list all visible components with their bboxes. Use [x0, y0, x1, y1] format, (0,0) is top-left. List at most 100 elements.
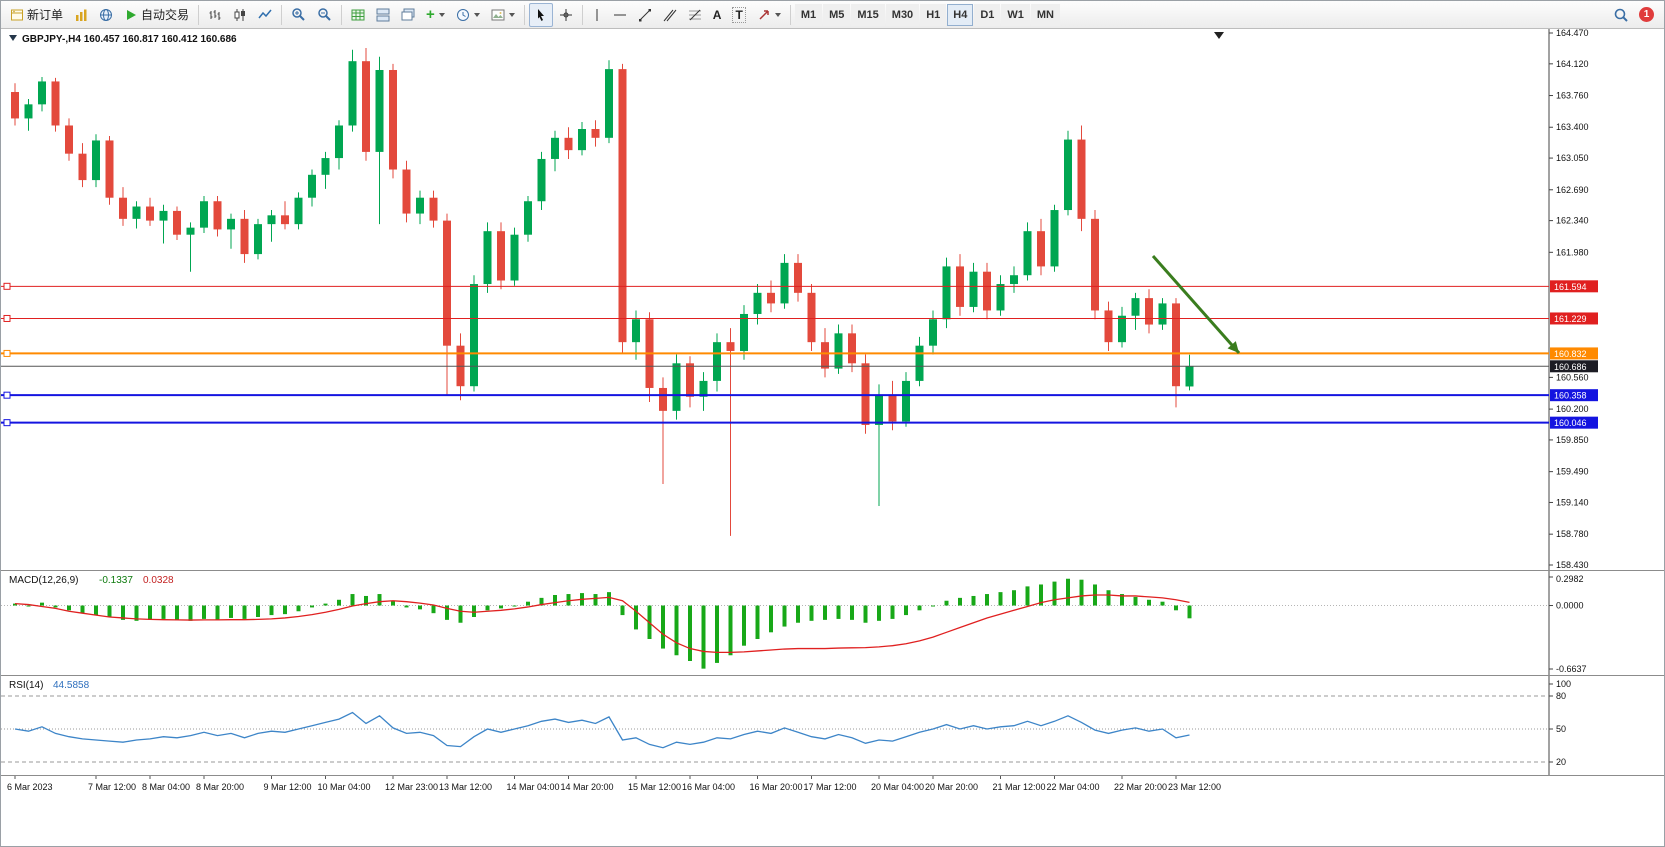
- chart-menu-icon[interactable]: [9, 35, 17, 41]
- bar-chart-type-button[interactable]: [203, 3, 227, 27]
- line-handle[interactable]: [3, 419, 11, 427]
- chart-title: GBPJPY-,H4 160.457 160.817 160.412 160.6…: [22, 34, 237, 45]
- arrows-tool-button[interactable]: [752, 3, 786, 27]
- period-button[interactable]: [451, 3, 485, 27]
- macd-histogram-bar: [917, 605, 922, 611]
- line-handle[interactable]: [3, 391, 11, 399]
- macd-histogram-bar: [890, 605, 895, 619]
- macd-histogram-bar: [850, 605, 854, 620]
- horizontal-line-tool-button[interactable]: [608, 3, 632, 27]
- line-handle[interactable]: [3, 349, 11, 357]
- toolbar-separator: [198, 4, 200, 25]
- candle-body: [1077, 139, 1086, 219]
- search-button[interactable]: [1608, 3, 1634, 27]
- candlestick-type-button[interactable]: [228, 3, 252, 27]
- line-handle[interactable]: [3, 314, 11, 322]
- fibonacci-icon: [688, 9, 701, 20]
- arrow-annotation[interactable]: [1151, 255, 1241, 354]
- timeframe-mn-button[interactable]: MN: [1030, 3, 1060, 26]
- macd-histogram-bar: [1133, 596, 1138, 606]
- trendline-tool-button[interactable]: [633, 3, 657, 27]
- candle-body: [875, 395, 883, 425]
- template-image-icon: [491, 9, 505, 20]
- candle-body: [1172, 303, 1180, 387]
- price-tick-label: 161.980: [1556, 247, 1589, 257]
- line-chart-type-button[interactable]: [253, 3, 277, 27]
- timeframe-m1-button[interactable]: M1: [794, 3, 823, 26]
- candle-body: [780, 262, 789, 304]
- cursor-button[interactable]: [528, 2, 553, 27]
- macd-canvas[interactable]: 0.2982 0.0000 -0.6637 MACD(12,26,9) -0.1337 0…: [1, 571, 1665, 675]
- candle-body: [416, 197, 424, 214]
- time-label: 22 Mar 04:00: [1047, 782, 1100, 792]
- new-order-button[interactable]: 新订单: [5, 3, 68, 27]
- chevron-down-icon: [473, 12, 480, 17]
- charts-button[interactable]: [69, 3, 93, 27]
- label-tool-button[interactable]: T: [727, 3, 750, 27]
- vertical-line-tool-button[interactable]: [587, 3, 607, 27]
- line-handle[interactable]: [3, 282, 11, 290]
- community-button[interactable]: [94, 3, 118, 27]
- timeframe-h4-button[interactable]: H4: [947, 3, 974, 26]
- time-axis-panel: 6 Mar 2023 7 Mar 12:00 8 Mar 04:00 8 Mar 20…: [1, 775, 1665, 847]
- macd-histogram-bar: [499, 605, 503, 609]
- candle-body: [308, 174, 316, 198]
- macd-histogram-bar: [985, 594, 989, 606]
- candle-body: [65, 125, 73, 154]
- macd-histogram-bar: [701, 605, 706, 669]
- macd-histogram-bar: [796, 605, 800, 623]
- macd-histogram-bar: [769, 605, 773, 633]
- price-tick-label: 162.690: [1556, 185, 1589, 195]
- timeframe-m30-button[interactable]: M30: [885, 3, 920, 26]
- grid-button[interactable]: [346, 3, 370, 27]
- autotrade-button[interactable]: 自动交易: [119, 3, 194, 27]
- cascade-windows-button[interactable]: [396, 3, 420, 27]
- timeframe-m15-button[interactable]: M15: [851, 3, 885, 26]
- candle-body: [929, 319, 937, 346]
- macd-histogram-bar: [13, 603, 17, 606]
- autotrade-play-icon: [127, 9, 137, 20]
- zoom-in-button[interactable]: [286, 3, 311, 27]
- macd-histogram-bar: [53, 605, 58, 608]
- macd-histogram-bar: [26, 605, 31, 607]
- timeframe-m5-button[interactable]: M5: [823, 3, 851, 26]
- price-flag-label: 160.832: [1554, 349, 1587, 359]
- macd-histogram-bar: [364, 595, 368, 606]
- candle-body: [254, 224, 262, 255]
- text-tool-button[interactable]: A: [708, 3, 727, 27]
- time-label: 14 Mar 20:00: [561, 782, 614, 792]
- macd-histogram-bar: [742, 605, 746, 646]
- arrow-head[interactable]: [1227, 341, 1239, 353]
- price-tick-label: 158.430: [1556, 560, 1589, 570]
- fibonacci-tool-button[interactable]: [683, 3, 707, 27]
- price-tick-label: 160.560: [1556, 372, 1589, 382]
- zoom-out-button[interactable]: [312, 3, 337, 27]
- price-tick-label: 162.340: [1556, 216, 1589, 226]
- candle-body: [429, 197, 438, 221]
- macd-histogram-bar: [1160, 601, 1165, 606]
- main-chart-canvas[interactable]: 164.470 164.120 163.760 163.400 163.050 162.6…: [1, 29, 1665, 570]
- candle-body: [740, 313, 748, 351]
- template-button[interactable]: [486, 3, 520, 27]
- notification-badge[interactable]: 1: [1639, 7, 1654, 22]
- time-axis-canvas[interactable]: 6 Mar 2023 7 Mar 12:00 8 Mar 04:00 8 Mar 20…: [1, 776, 1665, 847]
- timeframe-d1-button[interactable]: D1: [974, 3, 1001, 26]
- timeframe-h1-button[interactable]: H1: [920, 3, 947, 26]
- macd-histogram-bar: [391, 600, 395, 606]
- macd-histogram-bar: [94, 605, 98, 616]
- timeframe-w1-button[interactable]: W1: [1001, 3, 1030, 26]
- rsi-canvas[interactable]: 100 80 50 20 RSI(14) 44.5858: [1, 676, 1665, 775]
- candle-body: [11, 92, 19, 119]
- vertical-line-icon: [596, 8, 598, 21]
- macd-histogram-bar: [1174, 605, 1178, 611]
- channel-tool-button[interactable]: [658, 3, 682, 27]
- new-chart-button[interactable]: +: [421, 3, 450, 27]
- macd-signal-value: 0.0328: [143, 575, 174, 586]
- tile-windows-button[interactable]: [371, 3, 395, 27]
- crosshair-button[interactable]: [554, 3, 578, 27]
- chart-shift-marker[interactable]: [1214, 32, 1224, 39]
- new-order-label: 新订单: [27, 8, 64, 22]
- candle-body: [605, 69, 613, 138]
- macd-histogram-bar: [661, 605, 665, 649]
- price-flag-label: 160.686: [1554, 362, 1587, 372]
